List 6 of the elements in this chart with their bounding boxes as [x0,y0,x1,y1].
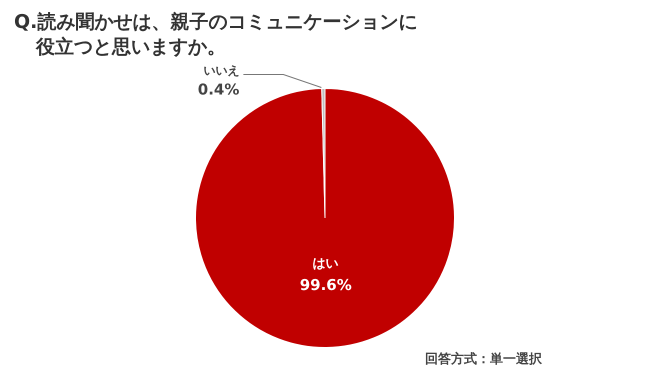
data-label: 99.6% [300,276,352,294]
slice-label: いいえ [203,64,240,78]
data-label: 0.4% [198,80,240,98]
chart-title: Q.読み聞かせは、親子のコミュニケーションに役立つと思いますか。 [14,10,418,60]
slice-label: はい [312,256,339,272]
text: 回答方式：単一選択 [425,350,542,368]
